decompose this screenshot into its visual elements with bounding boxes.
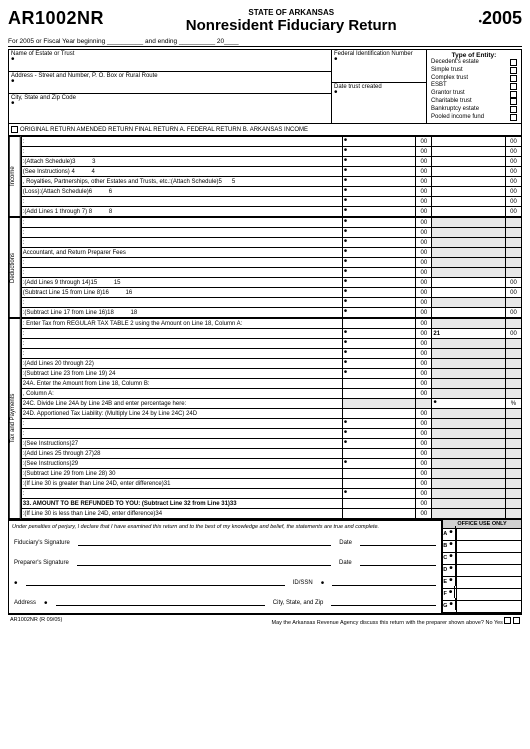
- preparer-address[interactable]: [56, 594, 265, 606]
- office-use-block: OFFICE USE ONLY A•B•C•D•E•F•G•: [442, 519, 522, 614]
- preparer-date[interactable]: [360, 554, 436, 566]
- preparer-csz[interactable]: [331, 594, 436, 606]
- entity-checkbox[interactable]: [510, 67, 517, 74]
- fiduciary-date[interactable]: [360, 534, 436, 546]
- original-checkbox[interactable]: [11, 126, 18, 133]
- address-field[interactable]: Address - Street and Number, P. O. Box o…: [9, 72, 331, 94]
- fein-field[interactable]: Federal Identification Number•: [332, 50, 426, 83]
- signature-block: Under penalties of perjury, I declare th…: [8, 519, 442, 614]
- income-label: Income: [9, 136, 21, 217]
- state-label: STATE OF ARKANSAS: [104, 8, 478, 17]
- entity-checkbox[interactable]: [510, 59, 517, 66]
- revision: AR1002NR (R 09/05): [10, 617, 62, 626]
- entity-checkbox[interactable]: [510, 75, 517, 82]
- tax-label: Tax and Payments: [9, 318, 21, 519]
- discuss-no[interactable]: [504, 617, 511, 624]
- entity-checkbox[interactable]: [510, 83, 517, 90]
- deductions-label: Deductions: [9, 217, 21, 318]
- date-created-field[interactable]: Date trust created•: [332, 83, 426, 116]
- entity-type-block: Type of Entity: Decedent's estateSimple …: [426, 50, 521, 123]
- entity-checkbox[interactable]: [510, 98, 517, 105]
- fiduciary-sig[interactable]: [78, 534, 331, 546]
- deductions-table: : • 00 : • 00 : • 00 Accountant, and Ret…: [21, 217, 522, 318]
- tax-year: •2005: [478, 8, 522, 29]
- preparer-name[interactable]: [26, 574, 285, 586]
- entity-checkbox[interactable]: [510, 106, 517, 113]
- income-table: : • 00 00 : • 00 00 :(Attach Schedule)3 …: [21, 136, 522, 217]
- discuss-question: May the Arkansas Revenue Agency discuss …: [271, 617, 520, 626]
- name-field[interactable]: Name of Estate or Trust•: [9, 50, 331, 72]
- form-code: AR1002NR: [8, 8, 104, 29]
- idssn-field[interactable]: [332, 574, 436, 586]
- tax-table: : Enter Tax from REGULAR TAX TABLE 2 usi…: [21, 318, 522, 519]
- return-type-row: ORIGINAL RETURN AMENDED RETURN FINAL RET…: [8, 124, 522, 136]
- entity-checkbox[interactable]: [510, 114, 517, 121]
- discuss-yes[interactable]: [513, 617, 520, 624]
- entity-checkbox[interactable]: [510, 91, 517, 98]
- form-title: Nonresident Fiduciary Return: [104, 17, 478, 34]
- preparer-sig[interactable]: [77, 554, 331, 566]
- city-field[interactable]: City, State and Zip Code•: [9, 94, 331, 116]
- fiscal-year-line: For 2005 or Fiscal Year beginning ______…: [8, 38, 522, 47]
